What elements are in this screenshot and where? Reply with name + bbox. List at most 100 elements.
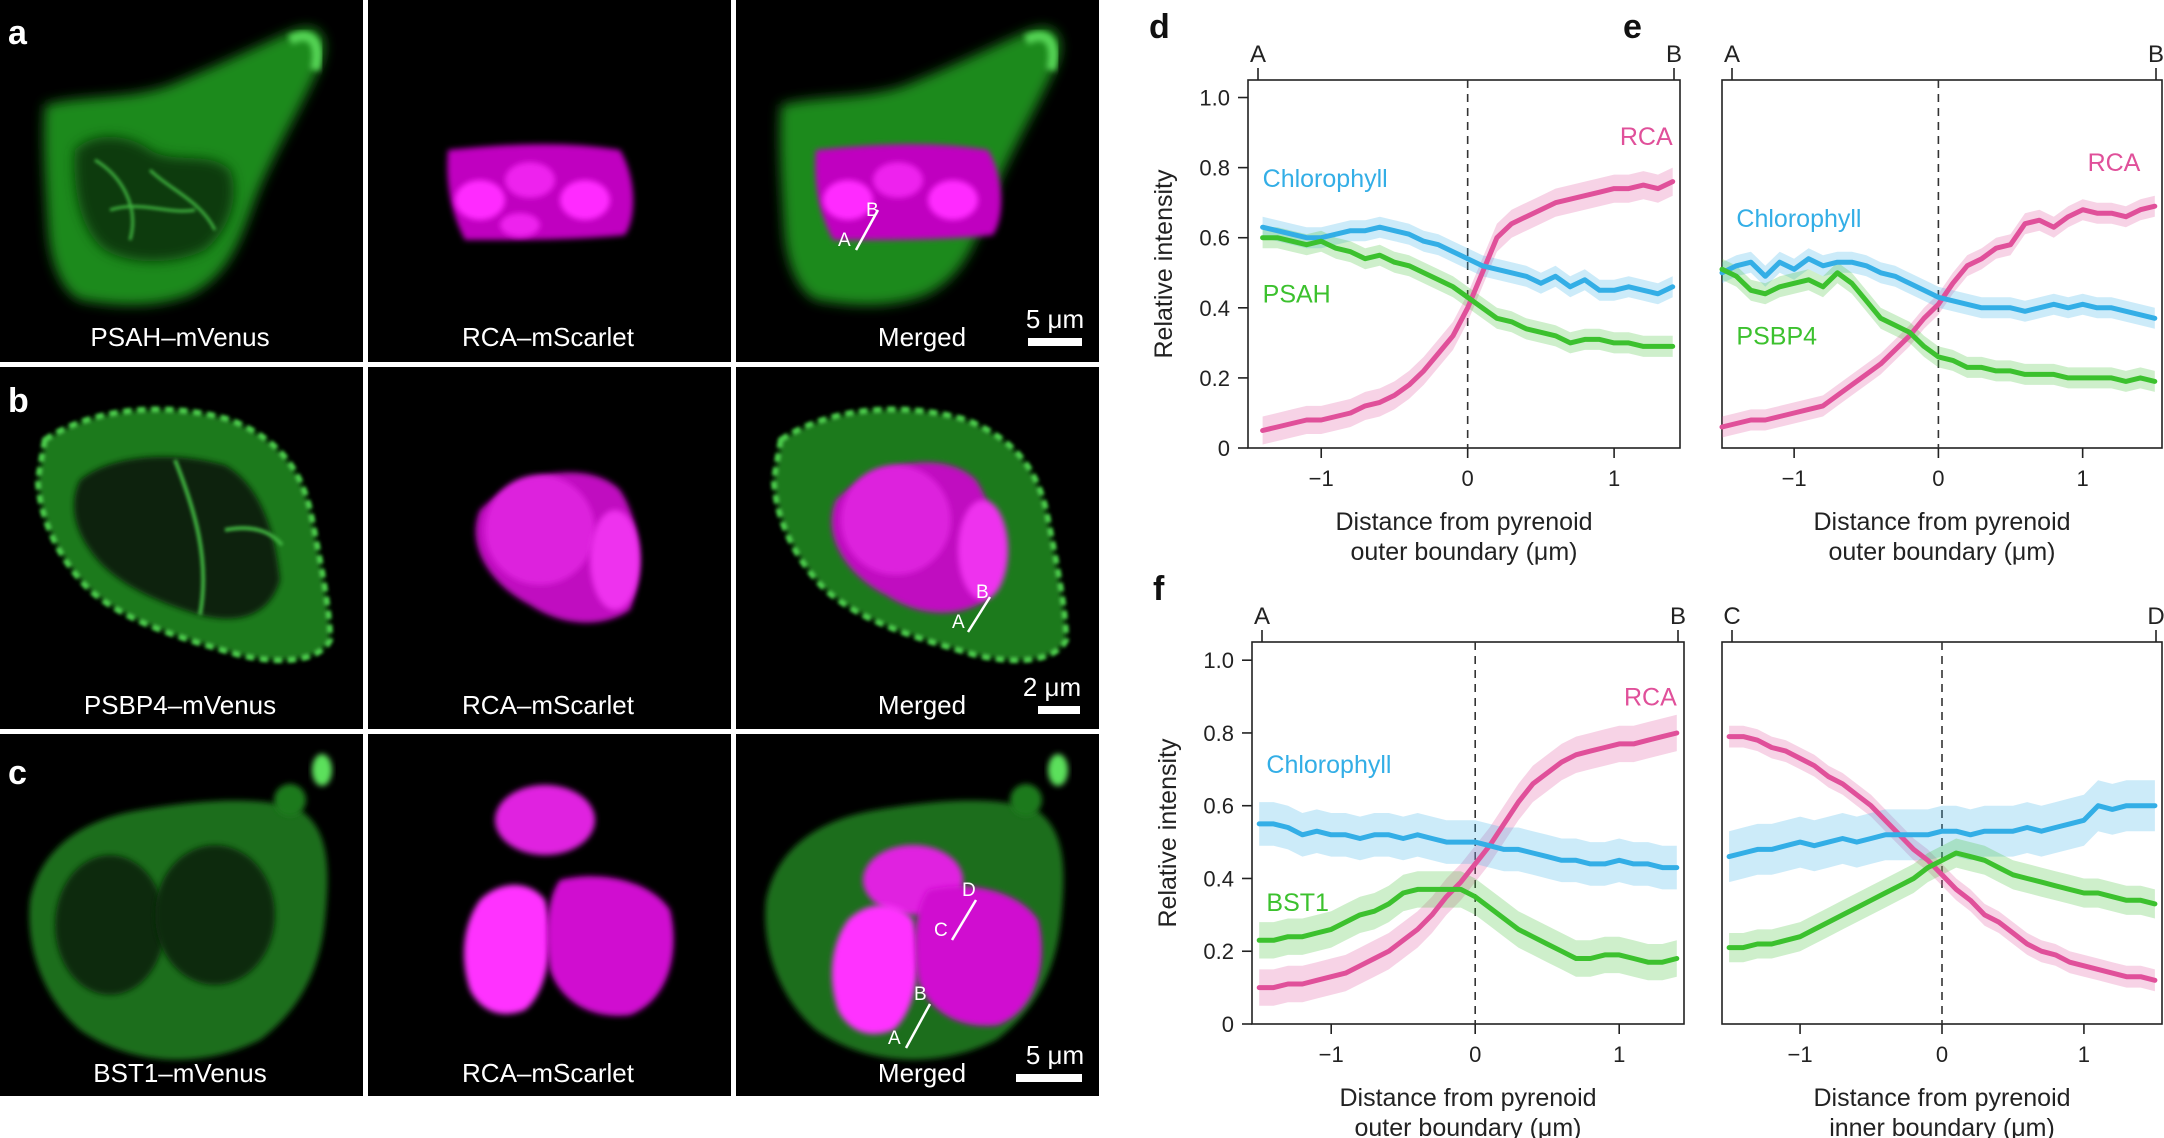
line-label-c-d: D — [962, 880, 976, 901]
line-profile-b: A B — [952, 582, 992, 633]
y-axis-label: Relative intensity — [1150, 169, 1178, 358]
rca-mscarlet-image-b — [475, 472, 640, 623]
x-tick-label: −1 — [1309, 466, 1334, 491]
series-line-rca — [1719, 203, 2158, 430]
y-tick-label: 0.6 — [1203, 794, 1234, 819]
caption-psah-mvenus: PSAH–mVenus — [90, 322, 269, 352]
series-band-marker — [1729, 838, 2155, 963]
caption-rca-mscarlet-c: RCA–mScarlet — [462, 1058, 635, 1088]
rca-mscarlet-image-c — [464, 785, 674, 1016]
plot-frame — [1251, 641, 1685, 1025]
x-tick-label: −1 — [1319, 1042, 1344, 1067]
caption-merged-a: Merged — [878, 322, 966, 352]
chart-e: RCA Chlorophyll PSBP4 −1 0 1 A B Distance from p… — [1623, 8, 2164, 566]
line-profiles-c: A B C D — [888, 880, 978, 1049]
scale-bar-label-c: 5 μm — [1026, 1040, 1084, 1070]
end-label-d: D — [2147, 603, 2164, 630]
line-label-a-end: B — [866, 200, 879, 221]
series-band-rca — [1259, 714, 1677, 1006]
rca-mscarlet-image-a — [447, 144, 634, 240]
x-tick-label: 0 — [1462, 466, 1474, 491]
y-tick-label: 0.8 — [1203, 721, 1234, 746]
caption-merged-c: Merged — [878, 1058, 966, 1088]
caption-psbp4-mvenus: PSBP4–mVenus — [84, 690, 276, 720]
series-label-chlorophyll: Chlorophyll — [1266, 751, 1391, 779]
line-label-c-a: A — [888, 1028, 901, 1049]
panel-letter-c: c — [8, 754, 27, 792]
series-line-marker — [1726, 850, 2158, 951]
x-tick-label: −1 — [1782, 466, 1807, 491]
panel-letter-e: e — [1623, 8, 1642, 46]
end-label-b: B — [2148, 41, 2164, 68]
line-label-c-c: C — [934, 920, 948, 941]
x-axis-label-line1: Distance from pyrenoid — [1813, 508, 2070, 536]
series-label-psah: PSAH — [1263, 281, 1331, 309]
x-tick-label: 0 — [1936, 1042, 1948, 1067]
end-label-a: A — [1254, 603, 1270, 630]
y-tick-label: 1.0 — [1203, 648, 1234, 673]
series-line-chlorophyll — [1719, 256, 2158, 321]
y-tick-label: 0.6 — [1199, 226, 1230, 251]
y-tick-label: 0 — [1222, 1012, 1234, 1037]
merged-image-a — [779, 27, 1061, 306]
caption-merged-b: Merged — [878, 690, 966, 720]
y-tick-label: 1.0 — [1199, 86, 1230, 111]
psbp4-mvenus-image — [34, 406, 334, 663]
x-tick-label: 0 — [1932, 466, 1944, 491]
series-line-bst1 — [1256, 886, 1680, 965]
caption-rca-mscarlet-b: RCA–mScarlet — [462, 690, 635, 720]
bst1-mvenus-image — [29, 754, 332, 1060]
x-axis-label-line1: Distance from pyrenoid — [1335, 508, 1592, 536]
line-label-b-end: B — [976, 582, 989, 603]
caption-bst1-mvenus: BST1–mVenus — [93, 1058, 266, 1088]
line-profile-a: A B — [838, 200, 880, 251]
series-label-chlorophyll: Chlorophyll — [1736, 205, 1861, 233]
series-label-psbp4: PSBP4 — [1736, 323, 1817, 351]
merged-image-c — [765, 754, 1068, 1060]
x-axis-label-line1: Distance from pyrenoid — [1813, 1084, 2070, 1112]
end-label-b: B — [1670, 603, 1686, 630]
plot-frame — [1247, 79, 1681, 449]
panel-letter-a: a — [8, 14, 28, 52]
chart-f-left: RCA Chlorophyll BST1 −1 0 1 0 0.2 0.4 0.6 0.8 1.0 A B… — [1153, 570, 1686, 1138]
x-axis-label-line1: Distance from pyrenoid — [1339, 1084, 1596, 1112]
series-label-rca: RCA — [1624, 684, 1677, 712]
scale-bar-a: 5 μm — [1026, 304, 1084, 346]
x-tick-label: 1 — [1608, 466, 1620, 491]
series-band-bst1 — [1259, 871, 1677, 981]
end-label-c: C — [1723, 603, 1740, 630]
series-line-rca — [1256, 730, 1680, 991]
caption-rca-mscarlet-a: RCA–mScarlet — [462, 322, 635, 352]
series-line-psbp4 — [1719, 266, 2158, 384]
x-tick-label: −1 — [1788, 1042, 1813, 1067]
series-line-chlorophyll — [1256, 821, 1680, 871]
line-label-a-start: A — [838, 230, 851, 251]
panel-letter-f: f — [1153, 570, 1165, 608]
x-axis-label-line2: inner boundary (μm) — [1829, 1114, 2055, 1138]
psah-mvenus-image — [43, 27, 325, 306]
scale-bar-label-a: 5 μm — [1026, 304, 1084, 334]
x-axis-label-line2: outer boundary (μm) — [1350, 538, 1577, 566]
series-label-rca: RCA — [2088, 149, 2141, 177]
end-label-a: A — [1724, 41, 1740, 68]
series-label-chlorophyll: Chlorophyll — [1263, 165, 1388, 193]
series-line-psah — [1260, 235, 1676, 349]
x-tick-label: 0 — [1469, 1042, 1481, 1067]
plot-frame — [1721, 79, 2163, 449]
x-tick-label: 1 — [2077, 466, 2089, 491]
panel-letter-d: d — [1149, 8, 1170, 46]
x-tick-label: 1 — [1613, 1042, 1625, 1067]
y-tick-label: 0 — [1218, 436, 1230, 461]
x-axis-label-line2: outer boundary (μm) — [1828, 538, 2055, 566]
series-band-chlorophyll — [1259, 802, 1677, 890]
scale-bar-c: 5 μm — [1016, 1040, 1084, 1082]
series-line-chlorophyll — [1260, 224, 1676, 297]
y-tick-label: 0.2 — [1203, 939, 1234, 964]
series-line-rca — [1260, 179, 1676, 433]
series-label-rca: RCA — [1620, 123, 1673, 151]
merged-image-b — [770, 406, 1070, 663]
y-tick-label: 0.2 — [1199, 366, 1230, 391]
